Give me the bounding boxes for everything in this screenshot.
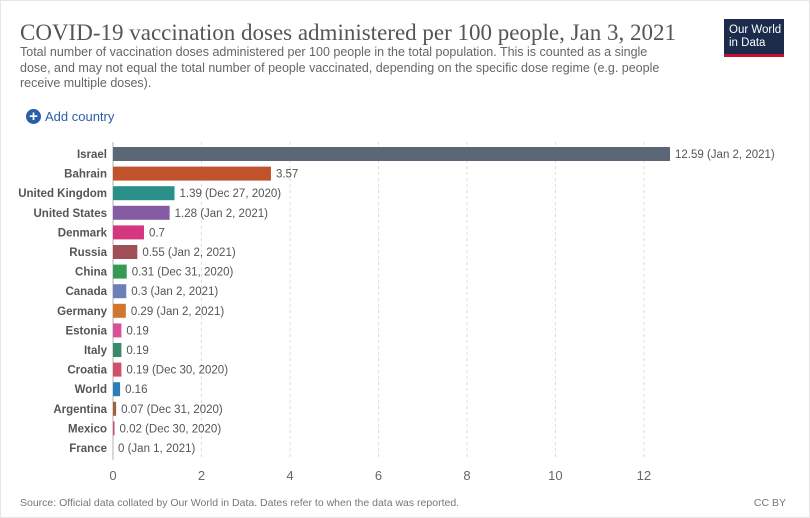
category-label: France [69,443,107,455]
value-label: 0.55 (Jan 2, 2021) [142,247,236,259]
x-tick-label: 8 [463,468,470,483]
category-label: World [75,384,107,396]
value-label: 1.28 (Jan 2, 2021) [175,208,269,220]
add-country-label: Add country [45,109,115,124]
value-label: 0.19 [126,325,148,337]
category-label: Estonia [65,325,107,337]
chart-subtitle: Total number of vaccination doses admini… [20,45,660,90]
source-note: Source: Official data collated by Our Wo… [20,497,460,509]
bar [113,225,144,240]
bar [113,303,126,318]
x-tick-label: 12 [637,468,651,483]
value-label: 0.3 (Jan 2, 2021) [131,286,218,298]
value-label: 0.07 (Dec 31, 2020) [121,404,223,416]
value-label: 0 (Jan 1, 2021) [118,443,196,455]
x-tick-label: 2 [198,468,205,483]
value-label: 1.39 (Dec 27, 2020) [179,188,281,200]
bar [113,186,175,201]
logo-line-2: in Data [729,37,766,49]
license-link[interactable]: CC BY [753,497,786,509]
bar [113,382,121,397]
bar [113,284,127,299]
x-tick-label: 0 [109,468,116,483]
chart-title: COVID-19 vaccination doses administered … [20,20,676,45]
bar-chart: 0 2 4 6 8 10 12 Israel 12.59 (Jan 2, 2021) Bahrai… [18,142,775,483]
category-label: Bahrain [64,169,107,181]
add-country-button[interactable]: + Add country [26,109,114,124]
value-label: 12.59 (Jan 2, 2021) [675,149,775,161]
bar [113,166,271,181]
value-label: 3.57 [276,169,298,181]
bar [113,421,115,436]
x-tick-label: 4 [286,468,293,483]
category-label: Germany [57,306,107,318]
bar [113,362,122,377]
category-label: China [75,267,108,279]
value-label: 0.19 [126,345,148,357]
plus-circle-icon: + [26,109,41,124]
logo-line-1: Our World [729,24,782,36]
value-label: 0.31 (Dec 31, 2020) [132,267,234,279]
x-tick-label: 10 [548,468,562,483]
category-label: Russia [69,247,107,259]
bar [113,245,138,259]
bar [113,401,117,416]
category-label: Mexico [68,423,107,435]
value-label: 0.02 (Dec 30, 2020) [120,423,222,435]
category-label: United States [34,208,108,220]
category-label: Argentina [53,404,107,416]
value-label: 0.19 (Dec 30, 2020) [126,365,228,377]
value-label: 0.7 [149,227,165,239]
category-label: Israel [77,149,107,161]
category-label: Canada [65,286,107,298]
category-label: United Kingdom [18,188,107,200]
owid-logo[interactable]: Our World in Data [724,19,784,57]
bar [113,323,122,338]
bar [113,343,122,357]
bar [113,264,127,279]
value-label: 0.16 [125,384,147,396]
value-label: 0.29 (Jan 2, 2021) [131,306,225,318]
category-label: Italy [84,345,108,357]
category-label: Denmark [58,227,108,239]
bar [113,205,170,220]
category-label: Croatia [67,365,107,377]
x-tick-label: 6 [375,468,382,483]
bar [113,147,670,161]
